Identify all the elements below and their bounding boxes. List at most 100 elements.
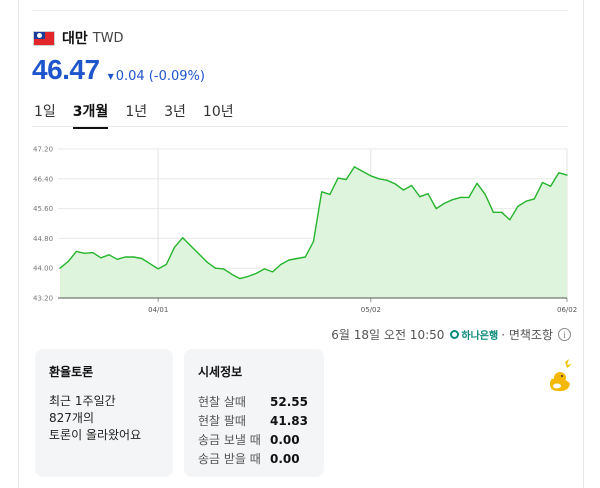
chart-point xyxy=(386,179,388,181)
chart-point xyxy=(296,257,298,260)
chart-point xyxy=(370,175,372,177)
price-row: 46.47 ▼ 0.04 (-0.09%) xyxy=(32,54,205,86)
y-tick-label: 46.40 xyxy=(33,175,53,183)
y-tick-label: 47.20 xyxy=(33,146,53,154)
chart-point xyxy=(255,272,257,274)
tab-3m[interactable]: 3개월 xyxy=(72,101,109,129)
chart-point xyxy=(92,252,94,254)
market-row-label: 현찰 살때 xyxy=(198,395,246,409)
chart-point xyxy=(517,205,519,207)
rate-change-value: 0.04 (-0.09%) xyxy=(115,69,205,84)
y-tick-label: 44.80 xyxy=(33,235,53,243)
chart-point xyxy=(272,271,274,273)
hana-bank-logo: 하나은행 xyxy=(450,327,498,342)
chart-point xyxy=(263,268,265,270)
period-tabs: 1일 3개월 1년 3년 10년 xyxy=(34,101,251,129)
chart-point xyxy=(492,211,494,213)
chart-point xyxy=(362,170,364,172)
info-icon[interactable]: i xyxy=(558,328,571,341)
down-arrow-icon: ▼ xyxy=(107,72,114,81)
tab-3y[interactable]: 3년 xyxy=(164,104,186,120)
chart-point xyxy=(378,178,380,180)
chart-point xyxy=(501,211,503,213)
tab-10y[interactable]: 10년 xyxy=(202,104,234,120)
divider xyxy=(32,10,568,11)
chart-point xyxy=(460,196,462,198)
chart-point xyxy=(198,253,200,255)
chart-point xyxy=(345,178,347,181)
market-row-value: 41.83 xyxy=(270,414,308,428)
chart-point xyxy=(411,184,413,187)
chart-point xyxy=(484,193,486,195)
rate-chart-svg: 43.20 44.00 44.80 45.60 46.40 47.20 04/01 05/02… xyxy=(33,146,577,315)
chart-point xyxy=(419,196,421,198)
chart-point xyxy=(402,189,405,191)
exchange-card xyxy=(18,0,584,488)
chart-point xyxy=(239,278,241,280)
mascot-icon[interactable] xyxy=(546,354,576,394)
currency-code: TWD xyxy=(92,30,124,46)
chart-point xyxy=(173,246,176,248)
chart-point xyxy=(206,261,208,263)
chart-point xyxy=(435,208,437,210)
chart-point xyxy=(100,257,102,259)
update-time: 6월 18일 오전 10:50 xyxy=(331,328,445,342)
chart-point xyxy=(83,252,86,254)
chart-point xyxy=(59,267,61,269)
chart-point xyxy=(157,268,159,270)
chart-point xyxy=(468,196,470,198)
bank-name: 하나은행 xyxy=(461,331,499,342)
tabs-divider xyxy=(32,126,568,127)
y-tick-label: 43.20 xyxy=(33,295,53,303)
forum-text-line1: 최근 1주일간 xyxy=(49,394,116,408)
chart-point xyxy=(337,177,339,179)
currency-header: 대만 TWD xyxy=(33,29,124,47)
current-rate: 46.47 xyxy=(32,54,100,85)
chart-point xyxy=(67,260,69,263)
chart-point xyxy=(541,181,544,184)
chart-point xyxy=(329,193,331,195)
chart-point xyxy=(304,256,306,258)
forum-title: 환율토론 xyxy=(49,365,94,379)
market-info-box: 시세정보 현찰 살때 52.55 현찰 팔때 41.83 송금 보낼 때 0.0… xyxy=(184,349,324,477)
chart-point xyxy=(231,273,233,275)
chart-point xyxy=(394,183,396,185)
rate-change: ▼ 0.04 (-0.09%) xyxy=(108,69,205,84)
chart-area-fill xyxy=(60,166,567,298)
chart-point xyxy=(141,257,143,260)
forum-text-line2: 827개의 xyxy=(49,411,94,425)
market-info-title: 시세정보 xyxy=(198,365,243,379)
update-info: 6월 18일 오전 10:50 하나은행 · 면책조항 i xyxy=(331,326,571,343)
chart-point xyxy=(427,193,429,195)
chart-point xyxy=(558,172,560,174)
hana-bank-icon xyxy=(450,330,460,339)
chart-point xyxy=(550,185,552,187)
market-row-label: 송금 보낼 때 xyxy=(198,433,261,447)
chart-point xyxy=(108,254,110,256)
chart-point xyxy=(247,275,249,277)
market-row-label: 현찰 팔때 xyxy=(198,414,246,428)
forum-box[interactable]: 환율토론 최근 1주일간 827개의 토론이 올라왔어요 xyxy=(35,349,173,477)
chart-point xyxy=(133,256,135,258)
chart-point xyxy=(214,267,216,269)
forum-text-line3: 토론이 올라왔어요 xyxy=(49,428,142,442)
chart-point xyxy=(116,258,118,260)
chart-point xyxy=(566,174,568,176)
x-tick-label: 04/01 xyxy=(148,306,168,314)
chart-point xyxy=(288,259,290,261)
y-tick-label: 45.60 xyxy=(33,205,53,213)
tab-1d[interactable]: 1일 xyxy=(34,104,56,120)
tab-1y[interactable]: 1년 xyxy=(125,104,148,120)
country-name: 대만 xyxy=(62,31,88,47)
market-row: 송금 받을 때 0.00 xyxy=(198,450,310,469)
chart-point xyxy=(124,256,126,258)
chart-point xyxy=(525,200,527,202)
disclaimer-link[interactable]: · 면책조항 xyxy=(501,328,553,342)
chart-point xyxy=(149,263,151,265)
rate-chart[interactable]: 43.20 44.00 44.80 45.60 46.40 47.20 04/01 05/02… xyxy=(0,140,600,320)
chart-point xyxy=(533,198,535,200)
taiwan-flag-icon xyxy=(33,30,55,46)
chart-point xyxy=(353,166,355,168)
y-tick-label: 44.00 xyxy=(33,265,53,273)
market-row-value: 0.00 xyxy=(270,452,300,466)
